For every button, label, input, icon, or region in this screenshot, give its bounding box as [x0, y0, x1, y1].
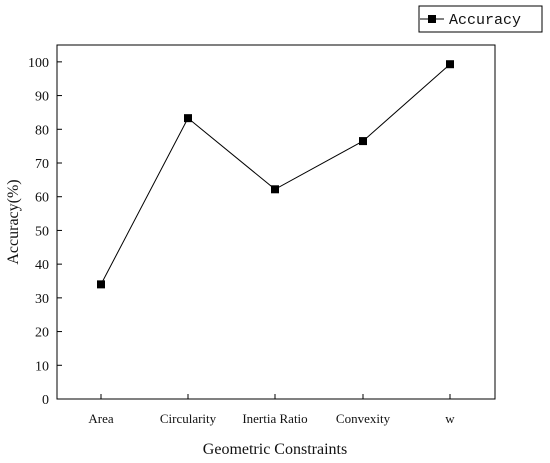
x-tick-label: Inertia Ratio: [242, 411, 307, 426]
y-axis-title: Accuracy(%): [5, 179, 22, 264]
y-tick-label: 60: [35, 191, 49, 206]
legend: Accuracy: [418, 5, 543, 33]
y-tick-label: 10: [35, 359, 49, 374]
plot-frame: [56, 44, 496, 400]
x-tick-label: Convexity: [336, 411, 391, 426]
y-axis-ticks: 0 10 20 30 40 50 60 70 80 90 100: [28, 56, 62, 408]
y-tick-label: 70: [35, 157, 49, 172]
y-tick-label: 0: [42, 393, 49, 408]
x-tick-label: w: [445, 411, 455, 426]
data-point-circularity: [184, 114, 192, 123]
data-point-inertia-ratio: [271, 185, 279, 194]
x-tick-label: Circularity: [160, 411, 217, 426]
y-tick-label: 20: [35, 326, 49, 341]
data-point-convexity: [359, 137, 367, 146]
legend-label-accuracy: Accuracy: [449, 12, 521, 29]
y-tick-label: 90: [35, 90, 49, 105]
data-point-w: [446, 60, 454, 69]
y-tick-label: 50: [35, 224, 49, 239]
y-tick-label: 30: [35, 292, 49, 307]
y-tick-label: 80: [35, 123, 49, 138]
y-tick-label: 40: [35, 258, 49, 273]
x-tick-label: Area: [88, 411, 113, 426]
x-axis-ticks: Area Circularity Inertia Ratio Convexity w: [88, 394, 455, 426]
legend-marker: [428, 15, 436, 23]
x-axis-title: Geometric Constraints: [203, 441, 347, 458]
data-point-area: [97, 280, 105, 289]
y-tick-label: 100: [28, 56, 49, 71]
series-layer: [97, 60, 454, 289]
